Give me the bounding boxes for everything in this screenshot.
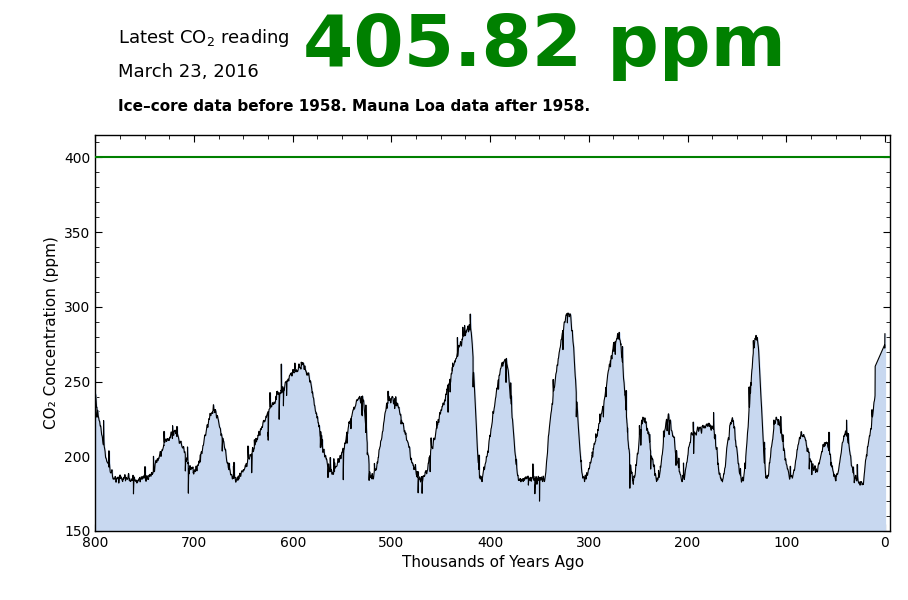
- Y-axis label: CO₂ Concentration (ppm): CO₂ Concentration (ppm): [44, 236, 58, 430]
- Text: Latest CO$_2$ reading: Latest CO$_2$ reading: [118, 27, 290, 49]
- Text: March 23, 2016: March 23, 2016: [118, 63, 259, 81]
- X-axis label: Thousands of Years Ago: Thousands of Years Ago: [401, 556, 584, 571]
- Text: Ice–core data before 1958. Mauna Loa data after 1958.: Ice–core data before 1958. Mauna Loa dat…: [118, 99, 590, 114]
- Text: 405.82 ppm: 405.82 ppm: [303, 12, 786, 81]
